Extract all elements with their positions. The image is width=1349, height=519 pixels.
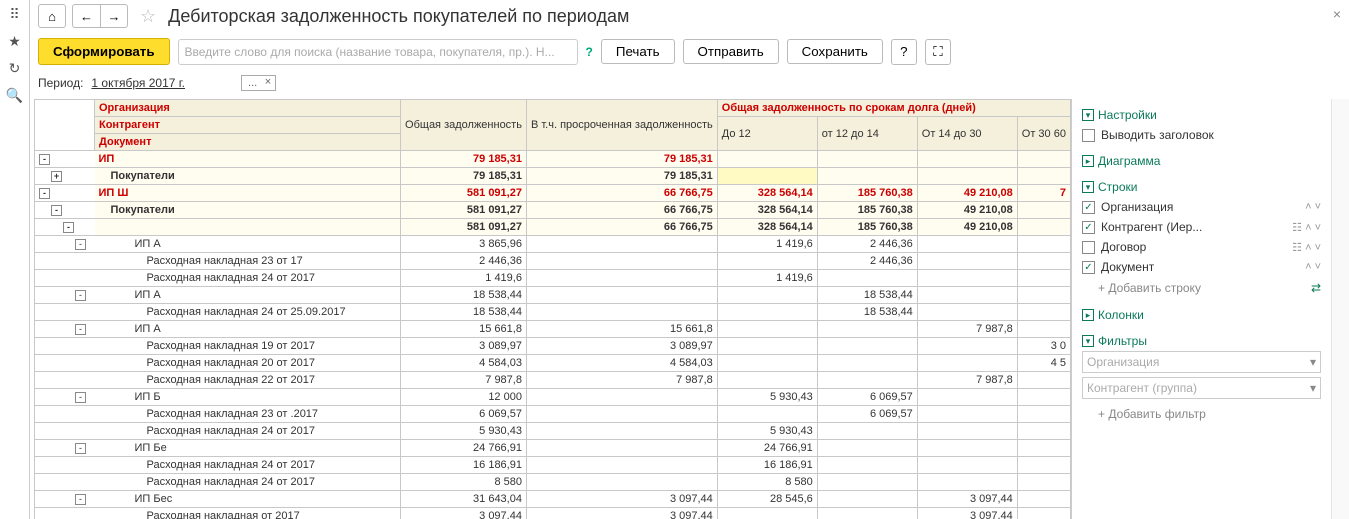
header-doc: Документ <box>95 134 401 151</box>
table-row[interactable]: -ИП А3 865,961 419,62 446,36 <box>35 236 1071 253</box>
tree-toggle[interactable]: - <box>51 205 62 216</box>
tree-toggle[interactable]: + <box>51 171 62 182</box>
side-panel: ▾Настройки Выводить заголовок ▸Диаграмма… <box>1071 99 1331 519</box>
period-row: Период: 1 октября 2017 г. ... <box>30 71 1349 99</box>
right-rail <box>1331 99 1349 519</box>
toolbar: Сформировать Введите слово для поиска (н… <box>30 32 1349 71</box>
table-row[interactable]: Расходная накладная 24 от 20171 419,61 4… <box>35 270 1071 287</box>
home-button[interactable]: ⌂ <box>38 4 66 28</box>
table-row[interactable]: -ИП А18 538,4418 538,44 <box>35 287 1071 304</box>
sp-rows[interactable]: ▾Строки <box>1082 177 1321 197</box>
header-total: Общая задолженность <box>401 100 527 151</box>
sp-show-title[interactable]: Выводить заголовок <box>1082 125 1321 145</box>
table-row[interactable]: Расходная накладная 23 от 172 446,362 44… <box>35 253 1071 270</box>
search-help-icon[interactable]: ? <box>586 45 593 59</box>
tree-toggle[interactable]: - <box>39 188 50 199</box>
left-rail: ⠿ ★ ↻ 🔍 <box>0 0 30 519</box>
tree-toggle[interactable]: - <box>75 239 86 250</box>
form-button[interactable]: Сформировать <box>38 38 170 65</box>
apps-icon[interactable]: ⠿ <box>9 6 19 23</box>
table-row[interactable]: Расходная накладная 20 от 20174 584,034 … <box>35 355 1071 372</box>
table-row[interactable]: -Покупатели581 091,2766 766,75328 564,14… <box>35 202 1071 219</box>
table-row[interactable]: -ИП Ш581 091,2766 766,75328 564,14185 76… <box>35 185 1071 202</box>
tree-toggle[interactable]: - <box>63 222 74 233</box>
forward-button[interactable]: → <box>100 4 128 28</box>
fullscreen-button[interactable]: ⛶ <box>925 39 951 65</box>
table-row[interactable]: -ИП А15 661,815 661,87 987,8 <box>35 321 1071 338</box>
sp-filters[interactable]: ▾Фильтры <box>1082 331 1321 351</box>
back-button[interactable]: ← <box>72 4 100 28</box>
filter-contr[interactable]: Контрагент (группа) <box>1082 377 1321 399</box>
table-row[interactable]: Расходная накладная 24 от 25.09.201718 5… <box>35 304 1071 321</box>
tree-toggle[interactable]: - <box>75 494 86 505</box>
save-button[interactable]: Сохранить <box>787 39 883 64</box>
header-contr: Контрагент <box>95 117 401 134</box>
period-value[interactable]: 1 октября 2017 г. <box>91 76 185 90</box>
table-row[interactable]: -ИП Бе24 766,9124 766,91 <box>35 440 1071 457</box>
close-icon[interactable]: × <box>1333 6 1341 22</box>
hier-icon[interactable]: ☷ ˄ ˅ <box>1292 241 1321 254</box>
report-grid[interactable]: Организация Общая задолженность В т.ч. п… <box>30 99 1071 519</box>
send-button[interactable]: Отправить <box>683 39 779 64</box>
tree-toggle[interactable]: - <box>39 154 50 165</box>
table-row[interactable]: Расходная накладная 23 от .20176 069,576… <box>35 406 1071 423</box>
help-button[interactable]: ? <box>891 39 917 65</box>
table-row[interactable]: -ИП79 185,3179 185,31 <box>35 151 1071 168</box>
header-byterm: Общая задолженность по срокам долга (дне… <box>717 100 1070 117</box>
shuffle-icon[interactable]: ⇄ <box>1311 281 1321 295</box>
header-c2: от 12 до 14 <box>817 117 917 151</box>
filter-org[interactable]: Организация <box>1082 351 1321 373</box>
topbar: ⌂ ← → ☆ Дебиторская задолженность покупа… <box>30 0 1349 32</box>
search-icon[interactable]: 🔍 <box>6 87 23 104</box>
search-input[interactable]: Введите слово для поиска (название товар… <box>178 39 578 65</box>
table-row[interactable]: Расходная накладная 24 от 20175 930,435 … <box>35 423 1071 440</box>
tree-toggle[interactable]: - <box>75 443 86 454</box>
sp-add-row[interactable]: + Добавить строку⇄ <box>1082 277 1321 299</box>
hier-icon[interactable]: ☷ ˄ ˅ <box>1292 221 1321 234</box>
header-org: Организация <box>95 100 401 117</box>
sp-add-filter[interactable]: + Добавить фильтр <box>1082 403 1321 425</box>
star-icon[interactable]: ★ <box>8 33 21 50</box>
table-row[interactable]: +Покупатели79 185,3179 185,31 <box>35 168 1071 185</box>
tree-toggle[interactable]: - <box>75 324 86 335</box>
page-title: Дебиторская задолженность покупателей по… <box>168 6 629 27</box>
table-row[interactable]: Расходная накладная от 20173 097,443 097… <box>35 508 1071 519</box>
sp-diagram[interactable]: ▸Диаграмма <box>1082 151 1321 171</box>
move-icon[interactable]: ˄ ˅ <box>1305 201 1321 213</box>
period-label: Период: <box>38 76 83 90</box>
tree-toggle[interactable]: - <box>75 290 86 301</box>
table-row[interactable]: Расходная накладная 22 от 20177 987,87 9… <box>35 372 1071 389</box>
history-icon[interactable]: ↻ <box>9 60 21 77</box>
table-row[interactable]: -ИП Бес31 643,043 097,4428 545,63 097,44 <box>35 491 1071 508</box>
header-overdue: В т.ч. просроченная задолженность <box>526 100 717 151</box>
favorite-icon[interactable]: ☆ <box>140 6 156 27</box>
table-row[interactable]: Расходная накладная 19 от 20173 089,973 … <box>35 338 1071 355</box>
sp-settings[interactable]: ▾Настройки <box>1082 105 1321 125</box>
move-icon[interactable]: ˄ ˅ <box>1305 261 1321 273</box>
sp-row-org[interactable]: ✓Организация˄ ˅ <box>1082 197 1321 217</box>
table-row[interactable]: Расходная накладная 24 от 201716 186,911… <box>35 457 1071 474</box>
tree-toggle[interactable]: - <box>75 392 86 403</box>
sp-row-contr[interactable]: ✓Контрагент (Иер...☷ ˄ ˅ <box>1082 217 1321 237</box>
sp-row-dog[interactable]: Договор☷ ˄ ˅ <box>1082 237 1321 257</box>
print-button[interactable]: Печать <box>601 39 675 64</box>
header-c3: От 14 до 30 <box>917 117 1017 151</box>
table-row[interactable]: -581 091,2766 766,75328 564,14185 760,38… <box>35 219 1071 236</box>
period-tag[interactable]: ... <box>241 75 276 91</box>
table-row[interactable]: -ИП Б12 0005 930,436 069,57 <box>35 389 1071 406</box>
header-c1: До 12 <box>717 117 817 151</box>
header-c4: От 30 60 <box>1017 117 1070 151</box>
sp-row-doc[interactable]: ✓Документ˄ ˅ <box>1082 257 1321 277</box>
table-row[interactable]: Расходная накладная 24 от 20178 5808 580 <box>35 474 1071 491</box>
sp-cols[interactable]: ▸Колонки <box>1082 305 1321 325</box>
